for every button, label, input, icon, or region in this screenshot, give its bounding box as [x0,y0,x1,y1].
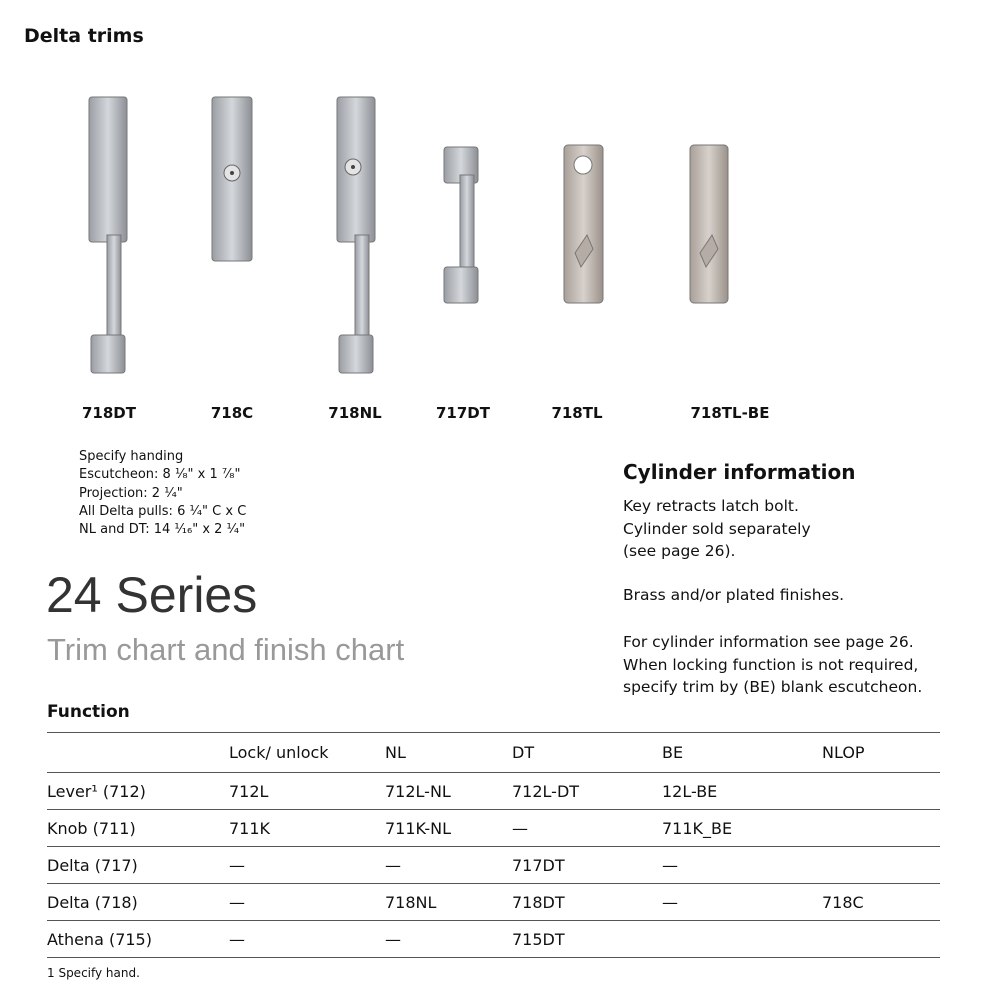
product-label: 718TL-BE [690,404,770,422]
product-label: 717DT [436,404,490,422]
table-cell: 718NL [385,883,512,921]
table-cell: 718C [822,883,940,921]
product-image-718tl [563,144,604,304]
header-cell [47,732,229,773]
product-image-718dt [88,96,128,374]
table-header-row: Lock/ unlock NL DT BE NLOP [47,732,940,773]
table-row: Delta (717) — —717DT — [47,846,940,884]
text-line: Key retracts latch bolt. [623,497,799,515]
table-cell: Delta (718) [47,883,229,921]
table-cell: — [229,846,385,884]
specs-text: Specify handing Escutcheon: 8 ¹⁄₈" x 1 ⁷… [79,448,246,539]
table-cell: — [385,846,512,884]
table-cell: — [229,920,385,958]
table-row: Lever¹ (712) 712L 712L-NL 712L-DT 12L-BE [47,772,940,810]
text-line: For cylinder information see page 26. [623,633,914,651]
table-cell [822,846,940,884]
spec-line: NL and DT: 14 ¹⁄₁₆" x 2 ¹⁄₄" [79,522,246,538]
series-subtitle: Trim chart and finish chart [47,632,405,667]
table-cell [822,809,940,847]
section-title: Delta trims [24,25,144,47]
table-cell: 717DT [512,846,662,884]
table-cell: 711K [229,809,385,847]
table-cell: Delta (717) [47,846,229,884]
cylinder-para-1: Key retracts latch bolt. Cylinder sold s… [623,495,811,563]
table-cell: — [662,846,822,884]
header-cell: NLOP [822,732,940,773]
table-cell: 712L-NL [385,772,512,810]
header-cell: NL [385,732,512,773]
product-label: 718C [210,404,254,422]
header-cell: DT [512,732,662,773]
table-cell [822,920,940,958]
table-cell: — [385,920,512,958]
header-cell: BE [662,732,822,773]
table-cell: — [662,883,822,921]
spec-line: Projection: 2 ¹⁄₄" [79,485,183,501]
function-table: Lock/ unlock NL DT BE NLOP Lever¹ (712) 7… [47,732,940,958]
table-cell: 712L [229,772,385,810]
text-line: Cylinder sold separately [623,519,811,538]
product-image-718nl [336,96,376,374]
table-cell: Knob (711) [47,809,229,847]
product-label: 718NL [328,404,382,422]
table-cell [822,772,940,810]
product-label: 718DT [82,404,136,422]
product-label: 718TL [551,404,603,422]
product-image-718tl-be [689,144,729,304]
text-line: When locking function is not required, [623,655,919,674]
cylinder-title: Cylinder information [623,460,856,484]
spec-line: Escutcheon: 8 ¹⁄₈" x 1 ⁷⁄₈" [79,467,241,483]
product-image-718c [211,96,253,262]
table-cell: 715DT [512,920,662,958]
table-row: Delta (718) —718NL 718DT —718C [47,883,940,921]
spec-line: Specify handing [79,449,184,464]
table-row: Athena (715) — —715DT [47,920,940,958]
spec-line: All Delta pulls: 6 ¹⁄₄" C x C [79,503,247,519]
cylinder-para-3: For cylinder information see page 26. Wh… [623,631,922,699]
table-cell: 712L-DT [512,772,662,810]
table-cell [662,920,822,958]
table-cell: — [512,809,662,847]
header-cell: Lock/ unlock [229,732,385,773]
footnote: 1 Specify hand. [47,966,140,980]
table-cell: 12L-BE [662,772,822,810]
text-line: (see page 26). [623,542,736,560]
table-cell: 711K_BE [662,809,822,847]
series-title: 24 Series [46,567,258,623]
product-image-717dt [443,146,479,304]
table-cell: — [229,883,385,921]
cylinder-para-2: Brass and/or plated finishes. [623,586,845,604]
table-cell: Lever¹ (712) [47,772,229,810]
table-cell: Athena (715) [47,920,229,958]
table-cell: 718DT [512,883,662,921]
table-caption: Function [47,702,130,722]
table-cell: 711K-NL [385,809,512,847]
text-line: specify trim by (BE) blank escutcheon. [623,678,923,696]
table-row: Knob (711) 711K 711K-NL —711K_BE [47,809,940,847]
